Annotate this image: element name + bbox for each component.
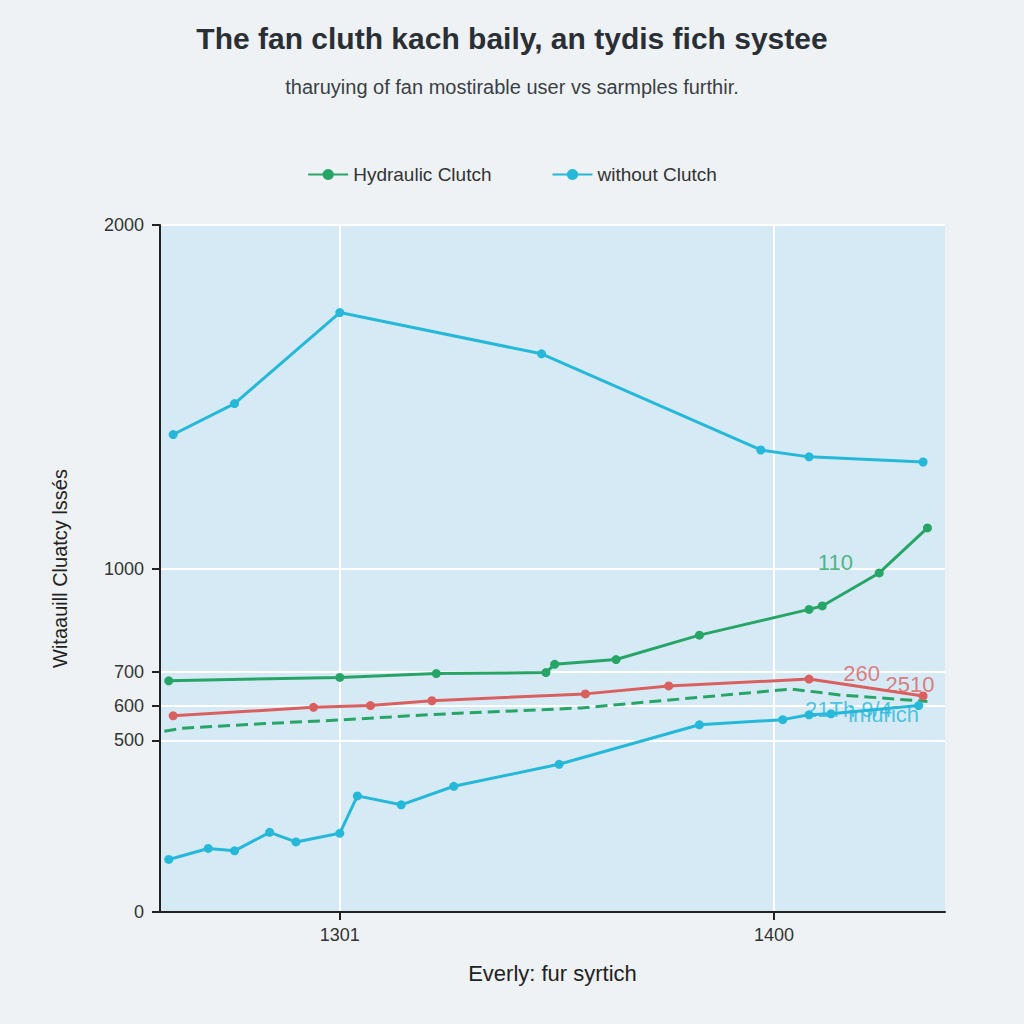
svg-text:0: 0 xyxy=(134,902,144,922)
svg-text:imurich: imurich xyxy=(848,702,919,727)
svg-text:600: 600 xyxy=(114,696,144,716)
svg-text:Everly: fur syrtich: Everly: fur syrtich xyxy=(468,961,637,986)
svg-text:1000: 1000 xyxy=(104,559,144,579)
svg-text:700: 700 xyxy=(114,662,144,682)
svg-text:Witaauill Cluatcy lssés: Witaauill Cluatcy lssés xyxy=(49,469,71,668)
svg-text:2000: 2000 xyxy=(104,215,144,235)
svg-text:2510: 2510 xyxy=(885,672,934,697)
svg-text:500: 500 xyxy=(114,730,144,750)
svg-text:1400: 1400 xyxy=(754,925,794,945)
svg-text:tharuying of fan mostirable us: tharuying of fan mostirable user vs sarm… xyxy=(285,76,739,98)
svg-text:260: 260 xyxy=(843,661,880,686)
svg-text:without Clutch: without Clutch xyxy=(596,164,716,185)
svg-text:1301: 1301 xyxy=(320,925,360,945)
svg-text:110: 110 xyxy=(818,550,853,575)
svg-text:Hydraulic Clutch: Hydraulic Clutch xyxy=(353,164,491,185)
svg-text:The fan cluth kach baily, an t: The fan cluth kach baily, an tydis fich … xyxy=(196,22,827,55)
